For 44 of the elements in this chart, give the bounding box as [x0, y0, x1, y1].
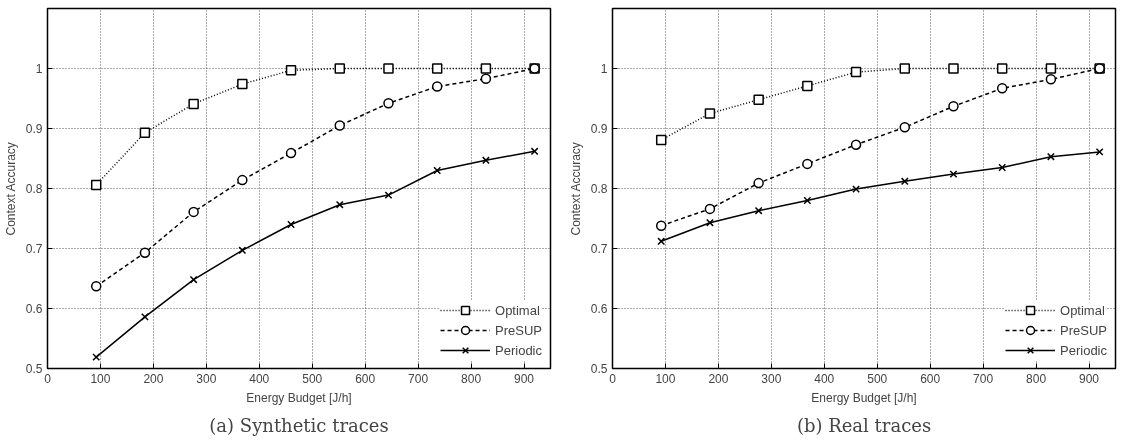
- x-tick-label: 500: [302, 371, 323, 386]
- x-tick-label: 800: [461, 371, 482, 386]
- x-axis-title: Energy Budget [J/h]: [246, 390, 352, 405]
- x-tick-label: 200: [143, 371, 164, 386]
- y-tick-label: 0.9: [590, 122, 608, 136]
- x-tick-label: 300: [761, 371, 782, 386]
- x-tick-label: 900: [1079, 371, 1100, 386]
- legend-label: Optimal: [495, 302, 540, 318]
- x-tick-label: 600: [920, 371, 941, 386]
- x-tick-label: 400: [814, 371, 835, 386]
- x-tick-label: 800: [1026, 371, 1047, 386]
- x-tick-label: 100: [655, 371, 676, 386]
- x-tick-label: 100: [90, 371, 111, 386]
- x-tick-label: 0: [44, 371, 52, 386]
- y-tick-label: 0.5: [25, 362, 43, 376]
- x-tick-label: 900: [514, 371, 535, 386]
- y-tick-label: 0.8: [590, 182, 608, 196]
- y-tick-label: 0.6: [590, 302, 608, 316]
- x-tick-label: 700: [973, 371, 994, 386]
- y-tick-label: 0.5: [590, 362, 608, 376]
- x-tick-label: 0: [609, 371, 617, 386]
- x-tick-label: 500: [867, 371, 888, 386]
- text: (a) Synthetic traces: [209, 414, 389, 436]
- y-tick-label: 0.9: [25, 122, 43, 136]
- legend-label: Periodic: [1060, 342, 1107, 358]
- y-tick-label: 1: [35, 62, 43, 76]
- legend-label: PreSUP: [1060, 322, 1107, 338]
- x-tick-label: 400: [249, 371, 270, 386]
- legend-label: Optimal: [1060, 302, 1105, 318]
- x-axis-title: Energy Budget [J/h]: [811, 390, 917, 405]
- x-tick-label: 300: [196, 371, 217, 386]
- x-tick-label: 600: [355, 371, 376, 386]
- y-tick-label: 0.8: [25, 182, 43, 196]
- x-tick-label: 700: [408, 371, 429, 386]
- x-tick-label: 200: [708, 371, 729, 386]
- y-tick-label: 1: [600, 62, 608, 76]
- legend-label: PreSUP: [495, 322, 542, 338]
- text: (b) Real traces: [796, 414, 932, 436]
- y-tick-label: 0.7: [590, 242, 608, 256]
- legend-label: Periodic: [495, 342, 542, 358]
- y-axis-title: Context Accuracy: [3, 142, 18, 236]
- y-axis-title: Context Accuracy: [568, 142, 583, 236]
- y-tick-label: 0.7: [25, 242, 43, 256]
- y-tick-label: 0.6: [25, 302, 43, 316]
